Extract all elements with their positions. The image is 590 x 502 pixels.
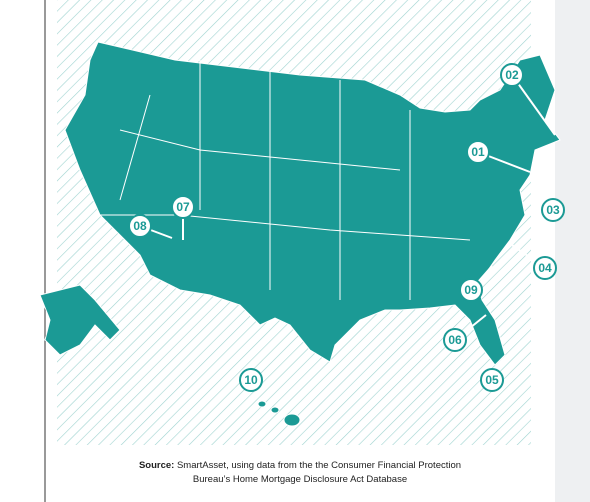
contiguous-us	[64, 41, 561, 366]
marker: 03	[541, 198, 565, 222]
marker: 07	[171, 195, 195, 240]
marker-label: 03	[546, 203, 560, 217]
marker: 01	[466, 140, 531, 173]
source-text: SmartAsset, using data from the the Cons…	[177, 460, 461, 471]
marker-label: 04	[538, 261, 552, 275]
hawaii	[257, 400, 267, 408]
state-lines	[100, 60, 471, 300]
marker: 05	[480, 368, 504, 392]
hawaii	[270, 406, 280, 414]
marker: 10	[239, 368, 263, 392]
marker: 09	[459, 265, 493, 302]
marker-label: 06	[448, 333, 462, 347]
marker-label: 07	[176, 200, 190, 214]
marker-label: 08	[133, 219, 147, 233]
source-line: Source: SmartAsset, using data from the …	[139, 460, 461, 471]
marker: 04	[511, 244, 557, 280]
source-prefix: Source:	[139, 460, 174, 471]
source-text: Bureau’s Home Mortgage Disclosure Act Da…	[193, 474, 407, 485]
side-panel	[555, 0, 590, 502]
marker-label: 09	[464, 283, 478, 297]
marker-label: 05	[485, 373, 499, 387]
marker-label: 10	[244, 373, 258, 387]
marker: 08	[128, 214, 173, 239]
alaska	[39, 284, 121, 356]
map-shapes	[39, 41, 561, 427]
marker: 02	[500, 63, 556, 136]
marker: 06	[443, 314, 487, 352]
hawaii	[283, 413, 301, 427]
marker-label: 01	[471, 145, 485, 159]
marker-label: 02	[505, 68, 519, 82]
